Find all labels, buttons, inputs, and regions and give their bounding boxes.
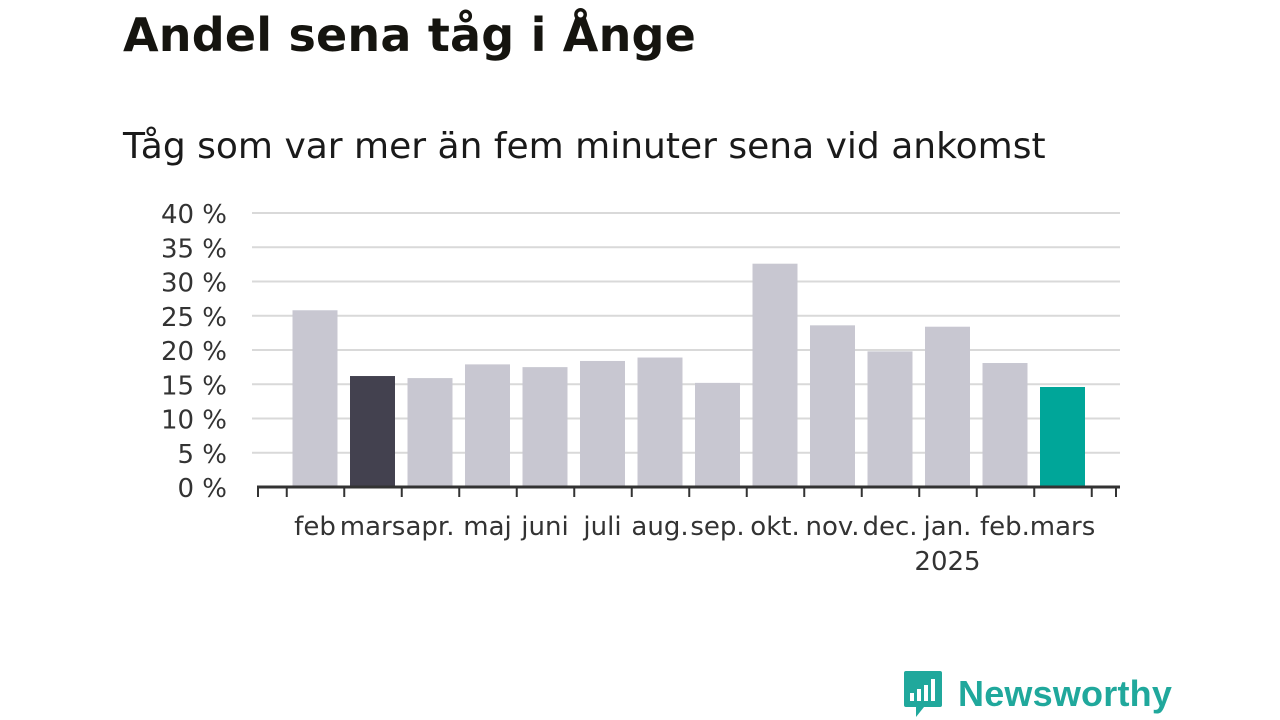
y-tick-label: 30 % <box>161 269 227 299</box>
bar <box>407 378 453 487</box>
x-tick-label: mars <box>340 512 406 542</box>
x-tick-label: juli <box>582 512 621 542</box>
x-tick-label: feb <box>294 512 336 542</box>
x-tick-label: apr. <box>405 512 454 542</box>
bar <box>522 367 568 487</box>
bar <box>925 326 970 487</box>
bar <box>465 364 510 487</box>
x-tick-label: nov. <box>805 512 859 542</box>
y-tick-label: 25 % <box>161 303 227 333</box>
x-tick-label: aug. <box>631 512 688 542</box>
x-tick-label: jan. <box>923 512 972 542</box>
x-tick-label: sep. <box>690 512 744 542</box>
y-tick-label: 35 % <box>161 234 227 264</box>
bar <box>637 357 683 487</box>
x-year-label: 2025 <box>914 547 980 577</box>
bar <box>982 363 1028 487</box>
x-tick-label: feb. <box>980 512 1030 542</box>
bar <box>292 310 338 487</box>
bar <box>350 376 395 487</box>
x-tick-label: juni <box>520 512 568 542</box>
y-tick-label: 10 % <box>161 406 227 436</box>
brand-name: Newsworthy <box>958 673 1173 714</box>
bar <box>867 351 913 487</box>
chart-subtitle: Tåg som var mer än fem minuter sena vid … <box>123 126 1046 167</box>
bar-chart-speech-bubble-icon <box>904 671 942 717</box>
x-tick-label: dec. <box>862 512 917 542</box>
y-tick-label: 15 % <box>161 371 227 401</box>
y-tick-label: 5 % <box>177 440 227 470</box>
newsworthy-logo: Newsworthy <box>902 668 1172 720</box>
bar <box>580 360 625 487</box>
x-tick-label: okt. <box>750 512 799 542</box>
x-tick-label: maj <box>463 512 511 542</box>
x-tick-label: mars <box>1030 512 1096 542</box>
chart-title: Andel sena tåg i Ånge <box>123 8 697 62</box>
y-tick-label: 0 % <box>177 474 227 504</box>
bar <box>810 325 855 487</box>
y-tick-label: 40 % <box>161 200 227 230</box>
bar <box>752 263 798 487</box>
bar <box>695 382 740 487</box>
bar <box>1040 386 1085 487</box>
y-tick-label: 20 % <box>161 337 227 367</box>
